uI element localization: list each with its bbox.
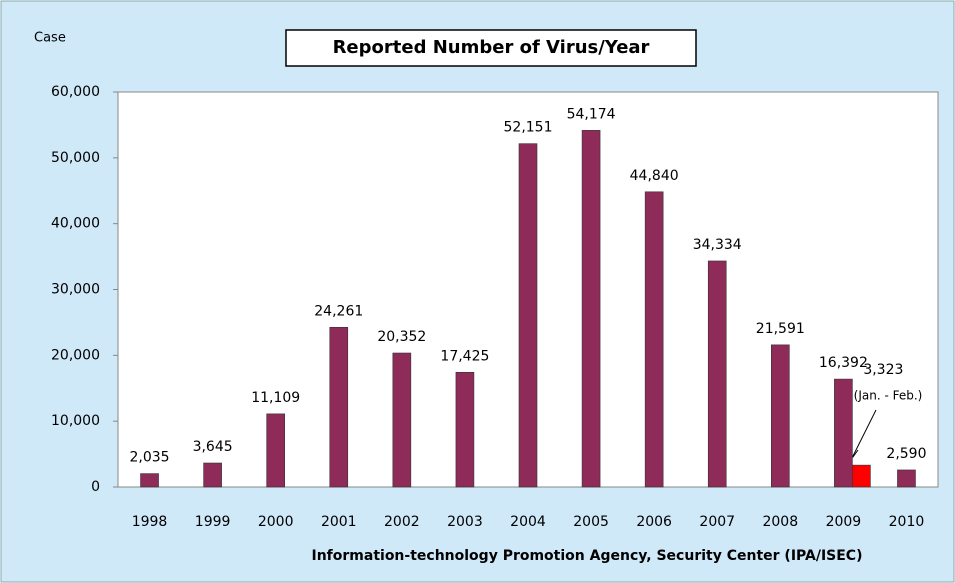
bar [644,191,664,488]
x-tick-label: 2000 [258,514,294,530]
bar [392,352,412,488]
x-tick-label: 1999 [195,514,231,530]
x-tick-label: 2004 [510,514,546,530]
y-tick-label: 50,000 [51,150,100,166]
bar [266,413,285,488]
x-tick-label: 2007 [699,514,735,530]
value-label: 21,591 [756,321,805,337]
bar [329,326,349,488]
value-label: 16,392 [819,355,868,371]
y-tick-label: 20,000 [51,347,100,363]
source: Information-technology Promotion Agency,… [312,548,863,564]
value-label: 17,425 [440,348,489,364]
bar [834,378,853,488]
x-tick-label: 2005 [573,514,609,530]
bar [455,371,475,488]
bar [518,143,538,488]
y-tick-label: 40,000 [51,216,100,232]
value-label: 2,035 [129,450,169,466]
x-tick-label: 2006 [636,514,672,530]
bar [771,344,790,488]
value-label: 3,645 [193,439,233,455]
y-axis-label: Case [34,31,66,46]
title-box [285,29,697,67]
value-label: 54,174 [567,106,616,122]
value-label: 3,323 [863,362,903,378]
value-label: 44,840 [630,168,679,184]
value-label: 24,261 [314,303,363,319]
annotation-arrow [852,409,877,457]
y-tick-label: 0 [91,479,100,495]
x-tick-label: 2010 [889,514,925,530]
x-tick-label: 2003 [447,514,483,530]
value-label: 34,334 [693,237,742,253]
value-label: 20,352 [377,329,426,345]
bar [897,469,916,488]
y-tick-label: 60,000 [51,84,100,100]
x-tick-label: 2008 [762,514,798,530]
value-label: 11,109 [251,390,300,406]
value-label: 52,151 [504,120,553,136]
chart-title: Reported Number of Virus/Year [333,37,650,58]
y-tick-label: 30,000 [51,282,100,298]
x-tick-label: 1998 [132,514,168,530]
x-tick-label: 2009 [826,514,862,530]
bar [581,130,601,488]
y-tick-label: 10,000 [51,413,100,429]
value-label: 2,590 [886,446,926,462]
x-tick-label: 2001 [321,514,357,530]
x-tick-label: 2002 [384,514,420,530]
bar [707,260,727,488]
bar [203,462,222,488]
annotation: (Jan. - Feb.) [854,389,923,403]
bar [852,464,871,488]
bar [140,473,159,488]
